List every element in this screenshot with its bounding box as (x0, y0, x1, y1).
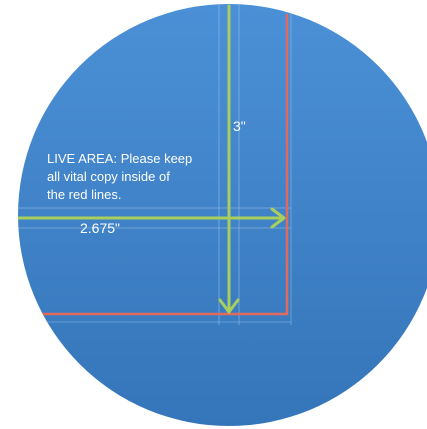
height-label: 3" (233, 118, 246, 134)
circle-background (18, 4, 427, 426)
width-dimension-arrow (18, 207, 286, 229)
live-area-boundary (40, 14, 289, 316)
live-area-note-line: all vital copy inside of (47, 169, 170, 184)
width-label: 2.675" (80, 220, 120, 236)
live-area-note: LIVE AREA: Please keep all vital copy in… (47, 151, 196, 202)
live-area-note-line: LIVE AREA: Please keep (47, 151, 192, 166)
guides-layer (18, 4, 292, 325)
live-area-note-line: the red lines. (47, 187, 121, 202)
height-dimension-arrow (218, 4, 240, 314)
